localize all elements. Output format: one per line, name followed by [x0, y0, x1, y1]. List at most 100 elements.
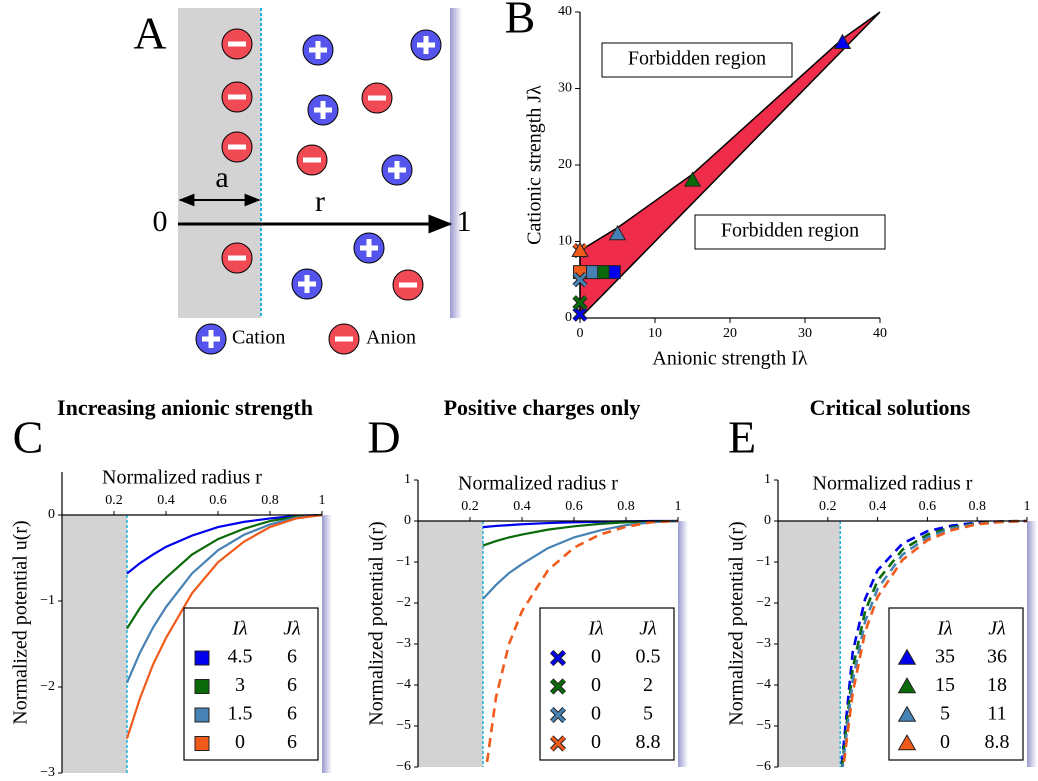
- cation: [353, 232, 385, 264]
- legend-header: Iλ: [231, 618, 248, 640]
- y-tick-label: 0: [565, 310, 572, 325]
- point: [571, 241, 589, 258]
- y-tick-label: −1: [396, 554, 411, 569]
- ion-sign: [228, 94, 246, 100]
- legend-value: 0: [591, 703, 601, 725]
- cross-stroke: [550, 736, 566, 751]
- ion-sign: [423, 36, 429, 54]
- annotation: Forbidden region: [628, 48, 766, 70]
- curve: [842, 519, 1028, 767]
- y-tick-label: −2: [396, 595, 411, 610]
- legend-marker: [897, 648, 917, 665]
- a-label: a: [215, 161, 228, 194]
- y-tick-label: 20: [558, 157, 572, 172]
- x-tick-label: 30: [798, 326, 812, 341]
- shaded-region: [778, 521, 841, 767]
- point: [572, 306, 588, 322]
- y-tick-label: 1: [764, 472, 771, 487]
- legend-value: 0.5: [636, 646, 661, 668]
- cation: [307, 94, 339, 126]
- y-tick-label: −2: [756, 595, 771, 610]
- cation: [410, 29, 442, 61]
- outer-wall: [678, 521, 688, 767]
- legend-marker: [549, 678, 567, 695]
- y-tick-label: 0: [48, 507, 55, 522]
- panel-letter: B: [505, 0, 536, 43]
- annotation: Forbidden region: [721, 220, 859, 242]
- legend-value: 18: [987, 674, 1007, 696]
- y-tick-label: −1: [40, 593, 55, 608]
- outer-wall: [322, 515, 332, 773]
- legend-marker: [194, 736, 210, 751]
- x-tick-label: 0.2: [461, 499, 479, 514]
- legend-marker: [897, 677, 917, 694]
- point: [608, 225, 627, 241]
- x-tick-label: 0.8: [617, 499, 635, 514]
- y-axis-label: Normalized potential u(r): [726, 521, 748, 725]
- y-tick-label: 0: [764, 513, 771, 528]
- curve: [482, 519, 679, 547]
- legend-value: 11: [987, 703, 1006, 725]
- shaded-region: [418, 521, 483, 767]
- curve: [485, 519, 679, 767]
- legend-value: 3: [235, 674, 245, 696]
- ion-sign: [335, 336, 353, 342]
- legend-marker: [194, 679, 210, 694]
- legend-marker: [897, 705, 917, 722]
- x-axis-label: Normalized radius r: [458, 473, 618, 495]
- y-tick-label: −2: [40, 679, 55, 694]
- legend-marker: [194, 650, 210, 666]
- ion-sign: [394, 161, 400, 179]
- y-tick-label: −3: [40, 765, 55, 780]
- curve: [840, 519, 1028, 767]
- y-tick-label: 30: [558, 81, 572, 96]
- ion-sign: [320, 101, 326, 119]
- ion-sign: [399, 282, 417, 288]
- legend-header: Iλ: [587, 618, 604, 640]
- x-tick-label: 1: [1024, 499, 1031, 514]
- ion-sign: [228, 41, 246, 47]
- shaded-region: [62, 515, 127, 773]
- legend-value: 5: [643, 703, 653, 725]
- curve: [126, 513, 323, 630]
- legend-header: Jλ: [639, 618, 657, 640]
- point: [572, 295, 588, 311]
- x-tick-label: 20: [723, 326, 737, 341]
- cation: [291, 268, 323, 300]
- legend-value: 36: [987, 646, 1007, 668]
- x-tick-label: 1: [319, 493, 326, 508]
- annotation-box: [694, 214, 886, 250]
- cross-stroke: [550, 679, 566, 694]
- legend-header: Iλ: [936, 618, 953, 640]
- curve: [125, 513, 323, 739]
- y-tick-label: 10: [558, 234, 572, 249]
- legend-value: 6: [287, 731, 297, 753]
- anion: [221, 242, 253, 274]
- x-tick-label: 0.8: [261, 493, 279, 508]
- legend-value: 4.5: [228, 646, 253, 668]
- panel-title: Positive charges only: [444, 395, 641, 420]
- x-tick-label: 0.4: [157, 493, 175, 508]
- legend-marker: [194, 707, 210, 723]
- legend-value: 0: [235, 731, 245, 753]
- legend-value: 0: [591, 646, 601, 668]
- y-axis-label: Cationic strength Jλ: [524, 85, 546, 245]
- anion: [221, 28, 253, 60]
- curve: [125, 513, 323, 684]
- y-tick-label: −5: [756, 718, 771, 733]
- y-axis-label: Normalized potential u(r): [366, 521, 388, 725]
- legend-marker: [549, 706, 567, 724]
- legend-value: 6: [287, 646, 297, 668]
- x-tick-label: 0.6: [565, 499, 583, 514]
- cross-stroke: [573, 307, 587, 322]
- ion-sign: [228, 255, 246, 261]
- anion: [361, 82, 393, 114]
- y-tick-label: −5: [396, 718, 411, 733]
- y-tick-label: −4: [756, 677, 771, 692]
- annotation-box: [601, 42, 793, 78]
- legend-value: 0: [591, 731, 601, 753]
- r-label: r: [315, 185, 325, 218]
- anion: [296, 144, 328, 176]
- panel-title: Critical solutions: [810, 395, 971, 420]
